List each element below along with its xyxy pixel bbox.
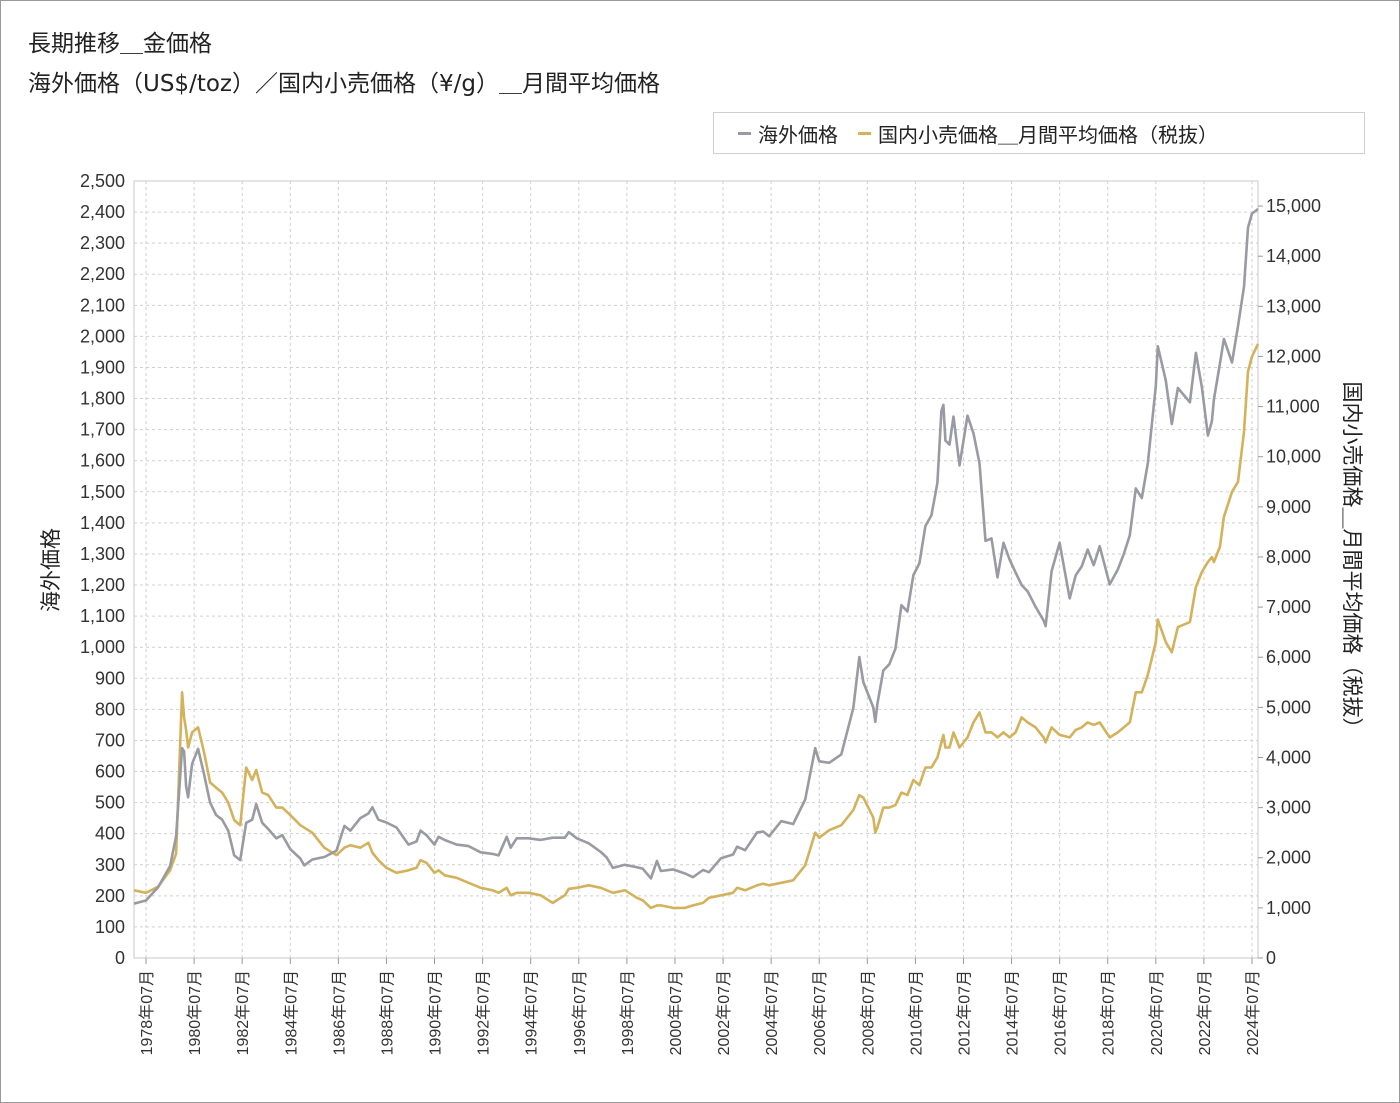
x-tick-label: 1984年07月 bbox=[282, 970, 300, 1055]
legend: 海外価格 国内小売価格＿月間平均価格（税抜） bbox=[713, 112, 1365, 154]
plot-area bbox=[133, 180, 1259, 959]
y-left-tick-label: 200 bbox=[95, 886, 125, 906]
y-left-tick-label: 1,200 bbox=[80, 575, 125, 595]
x-tick-label: 2024年07月 bbox=[1244, 970, 1262, 1055]
y-left-tick-label: 1,100 bbox=[80, 606, 125, 626]
x-tick-label: 2006年07月 bbox=[811, 970, 829, 1055]
y-left-tick-label: 1,700 bbox=[80, 420, 125, 440]
y-right-tick-label: 3,000 bbox=[1266, 798, 1311, 818]
x-tick-label: 1996年07月 bbox=[571, 970, 589, 1055]
x-tick-label: 2010年07月 bbox=[907, 970, 925, 1055]
y-left-tick-label: 1,500 bbox=[80, 482, 125, 502]
y-left-tick-label: 0 bbox=[115, 948, 125, 968]
legend-item-overseas: 海外価格 bbox=[738, 119, 838, 148]
y-left-tick-label: 1,600 bbox=[80, 451, 125, 471]
y-axis-left-ticks: 0 100 200 300 400 500 600 700 800 900 1,000 1,100 1,… bbox=[80, 171, 125, 968]
x-tick-label: 2018年07月 bbox=[1100, 970, 1118, 1055]
x-tick-label: 2022年07月 bbox=[1196, 970, 1214, 1055]
y-axis-right-label: 国内小売価格＿月間平均価格（税抜） bbox=[1340, 382, 1364, 739]
y-left-tick-label: 900 bbox=[95, 668, 125, 688]
x-tick-label: 1998年07月 bbox=[619, 970, 637, 1055]
y-left-tick-label: 700 bbox=[95, 730, 125, 750]
y-right-tick-label: 10,000 bbox=[1266, 447, 1321, 467]
x-tick-label: 2002年07月 bbox=[715, 970, 733, 1055]
y-left-tick-label: 800 bbox=[95, 699, 125, 719]
y-right-tick-label: 7,000 bbox=[1266, 597, 1311, 617]
x-tick-label: 2000年07月 bbox=[667, 970, 685, 1055]
x-tick-label: 2016年07月 bbox=[1052, 970, 1070, 1055]
legend-item-domestic: 国内小売価格＿月間平均価格（税抜） bbox=[858, 119, 1218, 148]
y-left-tick-label: 1,900 bbox=[80, 357, 125, 377]
x-tick-label: 1986年07月 bbox=[330, 970, 348, 1055]
y-right-tick-label: 6,000 bbox=[1266, 647, 1311, 667]
y-right-tick-label: 0 bbox=[1266, 948, 1276, 968]
series-line-overseas bbox=[133, 207, 1259, 905]
chart-subtitle: 海外価格（US$/toz）／国内小売価格（¥/g）＿月間平均価格 bbox=[28, 71, 660, 97]
legend-label-domestic: 国内小売価格＿月間平均価格（税抜） bbox=[878, 122, 1218, 147]
y-left-tick-label: 1,000 bbox=[80, 637, 125, 657]
y-left-tick-label: 2,100 bbox=[80, 295, 125, 315]
y-left-tick-label: 2,400 bbox=[80, 202, 125, 222]
y-right-tick-label: 4,000 bbox=[1266, 747, 1311, 767]
grid bbox=[133, 180, 1259, 959]
x-tick-label: 1994年07月 bbox=[523, 970, 541, 1055]
y-left-tick-label: 1,300 bbox=[80, 544, 125, 564]
y-axis-left-label: 海外価格 bbox=[39, 528, 63, 612]
x-tick-label: 1980年07月 bbox=[186, 970, 204, 1055]
y-left-tick-label: 100 bbox=[95, 917, 125, 937]
y-left-tick-label: 400 bbox=[95, 824, 125, 844]
x-tick-label: 1992年07月 bbox=[475, 970, 493, 1055]
series-line-domestic bbox=[133, 343, 1260, 910]
y-left-tick-label: 2,200 bbox=[80, 264, 125, 284]
x-tick-label: 2020年07月 bbox=[1148, 970, 1166, 1055]
y-right-tick-label: 15,000 bbox=[1266, 196, 1321, 216]
chart-title: 長期推移＿金価格 bbox=[28, 31, 212, 57]
legend-swatch-domestic bbox=[858, 131, 871, 135]
x-tick-label: 1978年07月 bbox=[138, 970, 156, 1055]
y-left-tick-label: 2,500 bbox=[80, 171, 125, 191]
x-tick-label: 1990年07月 bbox=[427, 970, 445, 1055]
x-tick-label: 2014年07月 bbox=[1004, 970, 1022, 1055]
y-right-tick-label: 11,000 bbox=[1266, 397, 1320, 417]
y-left-tick-label: 300 bbox=[95, 855, 125, 875]
x-tick-label: 2004年07月 bbox=[763, 970, 781, 1055]
x-tick-label: 2008年07月 bbox=[859, 970, 877, 1055]
x-axis-ticks: 1978年07月 1980年07月 1982年07月 1984年07月 1986年07月… bbox=[138, 958, 1262, 1055]
legend-swatch-overseas bbox=[738, 131, 751, 135]
y-right-tick-label: 14,000 bbox=[1266, 246, 1321, 266]
legend-label-overseas: 海外価格 bbox=[758, 122, 838, 147]
x-tick-label: 2012年07月 bbox=[955, 970, 973, 1055]
y-left-tick-label: 2,300 bbox=[80, 233, 125, 253]
y-right-tick-label: 9,000 bbox=[1266, 497, 1311, 517]
y-left-tick-label: 2,000 bbox=[80, 326, 125, 346]
y-right-tick-label: 8,000 bbox=[1266, 547, 1311, 567]
y-right-tick-label: 13,000 bbox=[1266, 296, 1321, 316]
x-tick-label: 1988年07月 bbox=[378, 970, 396, 1055]
series-lines bbox=[133, 207, 1260, 910]
y-right-tick-label: 2,000 bbox=[1266, 848, 1311, 868]
y-right-tick-label: 5,000 bbox=[1266, 697, 1311, 717]
x-tick-label: 1982年07月 bbox=[234, 970, 252, 1055]
y-left-tick-label: 600 bbox=[95, 762, 125, 782]
y-axis-right-ticks: 0 1,000 2,000 3,000 4,000 5,000 6,000 7,000 8,00… bbox=[1258, 196, 1321, 968]
y-left-tick-label: 1,400 bbox=[80, 513, 125, 533]
y-left-tick-label: 500 bbox=[95, 793, 125, 813]
y-right-tick-label: 1,000 bbox=[1266, 898, 1311, 918]
y-left-tick-label: 1,800 bbox=[80, 389, 125, 409]
y-right-tick-label: 12,000 bbox=[1266, 346, 1321, 366]
